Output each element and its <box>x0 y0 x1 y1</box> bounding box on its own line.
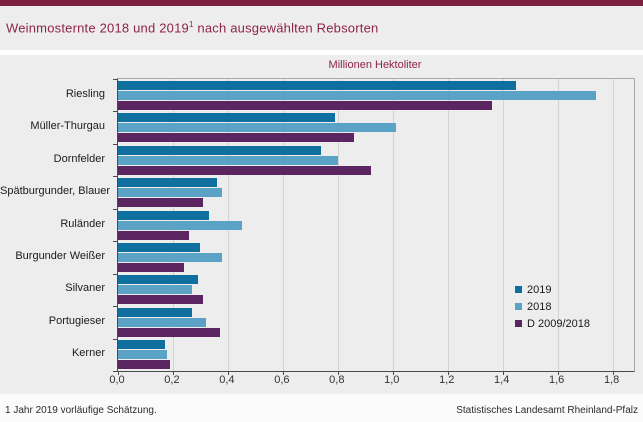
x-axis-tick <box>447 371 449 375</box>
title-rest: nach ausgewählten Rebsorten <box>193 20 379 36</box>
bar-2019 <box>118 275 198 285</box>
bar-2018 <box>118 350 168 360</box>
bar-d-2009-2018 <box>118 230 190 240</box>
legend-label: 2019 <box>527 283 552 296</box>
category-axis-tick <box>113 339 117 340</box>
footer: 1 Jahr 2019 vorläufige Schätzung. Statis… <box>0 394 643 422</box>
category-axis-tick <box>113 241 117 242</box>
x-axis-tick <box>282 371 284 375</box>
bar-d-2009-2018 <box>118 100 492 110</box>
x-axis-tick-label: 0,4 <box>219 374 235 386</box>
legend-label: 2018 <box>527 300 552 313</box>
legend-swatch <box>515 320 522 327</box>
category-label: Portugieser <box>48 314 105 327</box>
bar-2018 <box>118 188 223 198</box>
bar-2019 <box>118 340 165 350</box>
category-label: Dornfelder <box>53 152 105 165</box>
x-axis-tick-label: 0,0 <box>109 374 125 386</box>
category-axis-tick <box>113 209 117 210</box>
x-axis-tick <box>337 371 339 375</box>
gridline <box>282 79 284 371</box>
bar-2019 <box>118 178 217 188</box>
bar-2019 <box>118 242 201 252</box>
bar-2019 <box>118 307 193 317</box>
bar-d-2009-2018 <box>118 198 204 208</box>
bar-2019 <box>118 210 209 220</box>
x-axis-tick-label: 1,0 <box>384 374 400 386</box>
x-axis-tick <box>172 371 174 375</box>
gridline <box>337 79 339 371</box>
bar-2019 <box>118 145 322 155</box>
x-axis-tick-label: 0,6 <box>274 374 290 386</box>
category-axis-tick <box>113 79 117 80</box>
category-axis-tick <box>113 274 117 275</box>
x-axis-tick <box>227 371 229 375</box>
bar-d-2009-2018 <box>118 262 184 272</box>
x-axis-tick-label: 1,6 <box>548 374 565 386</box>
gridline <box>557 79 559 371</box>
bar-d-2009-2018 <box>118 295 204 305</box>
category-label: Riesling <box>65 87 105 100</box>
x-axis-tick <box>502 371 504 375</box>
gridline <box>502 79 504 371</box>
bar-d-2009-2018 <box>118 327 220 337</box>
top-accent-bar <box>0 0 643 6</box>
x-axis-tick <box>118 371 119 375</box>
bar-2018 <box>118 123 396 133</box>
legend-swatch <box>515 303 522 310</box>
page-title: Weinmosternte 2018 und 20191 nach ausgew… <box>6 20 378 35</box>
source-label: Statistisches Landesamt Rheinland-Pfalz <box>456 405 638 416</box>
bar-2019 <box>118 113 336 123</box>
x-axis-tick-label: 0,2 <box>164 374 180 386</box>
bar-2018 <box>118 90 597 100</box>
category-axis-tick <box>113 111 117 112</box>
category-label: Kerner <box>71 347 105 360</box>
category-label: Silvaner <box>65 282 105 295</box>
bar-2019 <box>118 80 517 90</box>
gridline <box>447 79 449 371</box>
x-axis-tick-label: 1,2 <box>439 374 455 386</box>
unit-label: Millionen Hektoliter <box>328 59 422 71</box>
category-label: Ruländer <box>60 217 105 230</box>
legend-item: D 2009/2018 <box>515 315 590 332</box>
gridline <box>612 79 614 371</box>
category-label: Spätburgunder, Blauer <box>0 185 111 198</box>
x-axis-tick <box>557 371 559 375</box>
legend: 2019 2018 D 2009/2018 <box>515 281 590 332</box>
x-axis-tick <box>392 371 394 375</box>
gridline <box>392 79 394 371</box>
legend-swatch <box>515 286 522 293</box>
legend-item: 2018 <box>515 298 590 315</box>
category-axis-labels: Riesling Müller-Thurgau Dornfelder Spätburg… <box>0 78 111 370</box>
bar-d-2009-2018 <box>118 133 355 143</box>
legend-item: 2019 <box>515 281 590 298</box>
footnote: 1 Jahr 2019 vorläufige Schätzung. <box>5 405 157 416</box>
header: Weinmosternte 2018 und 20191 nach ausgew… <box>0 6 643 50</box>
title-main: Weinmosternte 2018 und 2019 <box>6 20 189 36</box>
x-axis-tick-label: 1,4 <box>494 374 510 386</box>
x-axis-tick <box>612 371 614 375</box>
x-axis-tick-label: 0,8 <box>329 374 345 386</box>
category-axis-tick <box>113 144 117 145</box>
category-axis-tick <box>113 176 117 177</box>
bar-2018 <box>118 220 242 230</box>
value-axis-labels: 0,0 0,2 0,4 0,6 0,8 1,0 1,2 1,4 1,6 1,8 <box>109 374 633 388</box>
title-footnote-marker: 1 <box>188 20 194 29</box>
bar-2018 <box>118 285 193 295</box>
bar-2018 <box>118 317 206 327</box>
category-axis-tick <box>113 371 117 372</box>
category-axis-tick <box>113 306 117 307</box>
bar-d-2009-2018 <box>118 165 371 175</box>
bar-2018 <box>118 155 338 165</box>
bar-d-2009-2018 <box>118 360 171 370</box>
category-label: Müller-Thurgau <box>30 120 105 133</box>
bar-2018 <box>118 252 223 262</box>
category-label: Burgunder Weißer <box>15 249 105 262</box>
chart-area: Millionen Hektoliter Riesling Müller-Thur… <box>0 55 643 394</box>
x-axis-tick-label: 1,8 <box>603 374 620 386</box>
plot-area <box>113 78 635 375</box>
legend-label: D 2009/2018 <box>527 317 590 330</box>
